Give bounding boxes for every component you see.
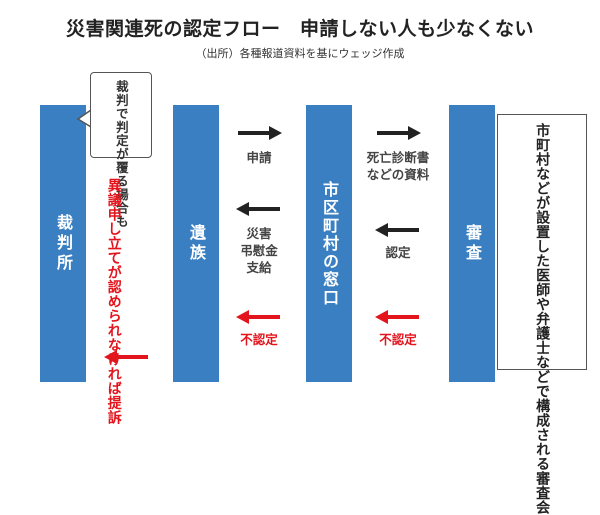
- rejection-arrow-family: [236, 310, 280, 324]
- documents-label: 死亡診断書 などの資料: [358, 150, 438, 184]
- payment-label-line-3: 支給: [246, 259, 272, 275]
- court-label: 裁判所: [54, 213, 73, 274]
- speech-bubble: 裁判で判定が覆る場合も: [90, 72, 152, 229]
- family-column: 遺族: [173, 105, 219, 382]
- documents-arrow: [377, 126, 421, 140]
- documents-label-line-2: などの資料: [366, 166, 430, 182]
- approval-label: 認定: [385, 245, 411, 260]
- diagram-title: 災害関連死の認定フロー 申請しない人も少なくない: [65, 18, 534, 40]
- office-column: 市区町村の窓口: [306, 105, 352, 382]
- committee-box: 市町村などが設置した医師や弁護士などで構成される審査会: [497, 114, 587, 515]
- review-column: 審査: [449, 105, 495, 382]
- source-note: （出所）各種報道資料を基にウェッジ作成: [195, 47, 405, 60]
- review-label: 審査: [463, 223, 482, 264]
- application-arrow: [238, 126, 282, 140]
- payment-arrow: [236, 202, 280, 216]
- office-label: 市区町村の窓口: [320, 180, 339, 307]
- court-column: 裁判所: [40, 105, 86, 382]
- lawsuit-arrow: [104, 350, 148, 364]
- payment-label: 災害 弔慰金 支給: [228, 226, 290, 277]
- rejection-arrow-review: [375, 310, 419, 324]
- approval-arrow: [375, 223, 419, 237]
- objection-note: 異議申し立てが認められなければ提訴: [105, 178, 122, 425]
- bubble-text: 裁判で判定が覆る場合も: [113, 80, 129, 229]
- documents-label-line-1: 死亡診断書: [366, 150, 430, 165]
- committee-text: 市町村などが設置した医師や弁護士などで構成される審査会: [534, 123, 551, 515]
- rejection-label-review: 不認定: [379, 332, 417, 347]
- rejection-label-family: 不認定: [240, 332, 278, 347]
- family-label: 遺族: [187, 223, 206, 264]
- payment-label-line-1: 災害: [246, 226, 272, 241]
- application-label: 申請: [246, 150, 272, 165]
- payment-label-line-2: 弔慰金: [240, 242, 278, 258]
- objection-text: 異議申し立てが認められなければ提訴: [105, 178, 122, 425]
